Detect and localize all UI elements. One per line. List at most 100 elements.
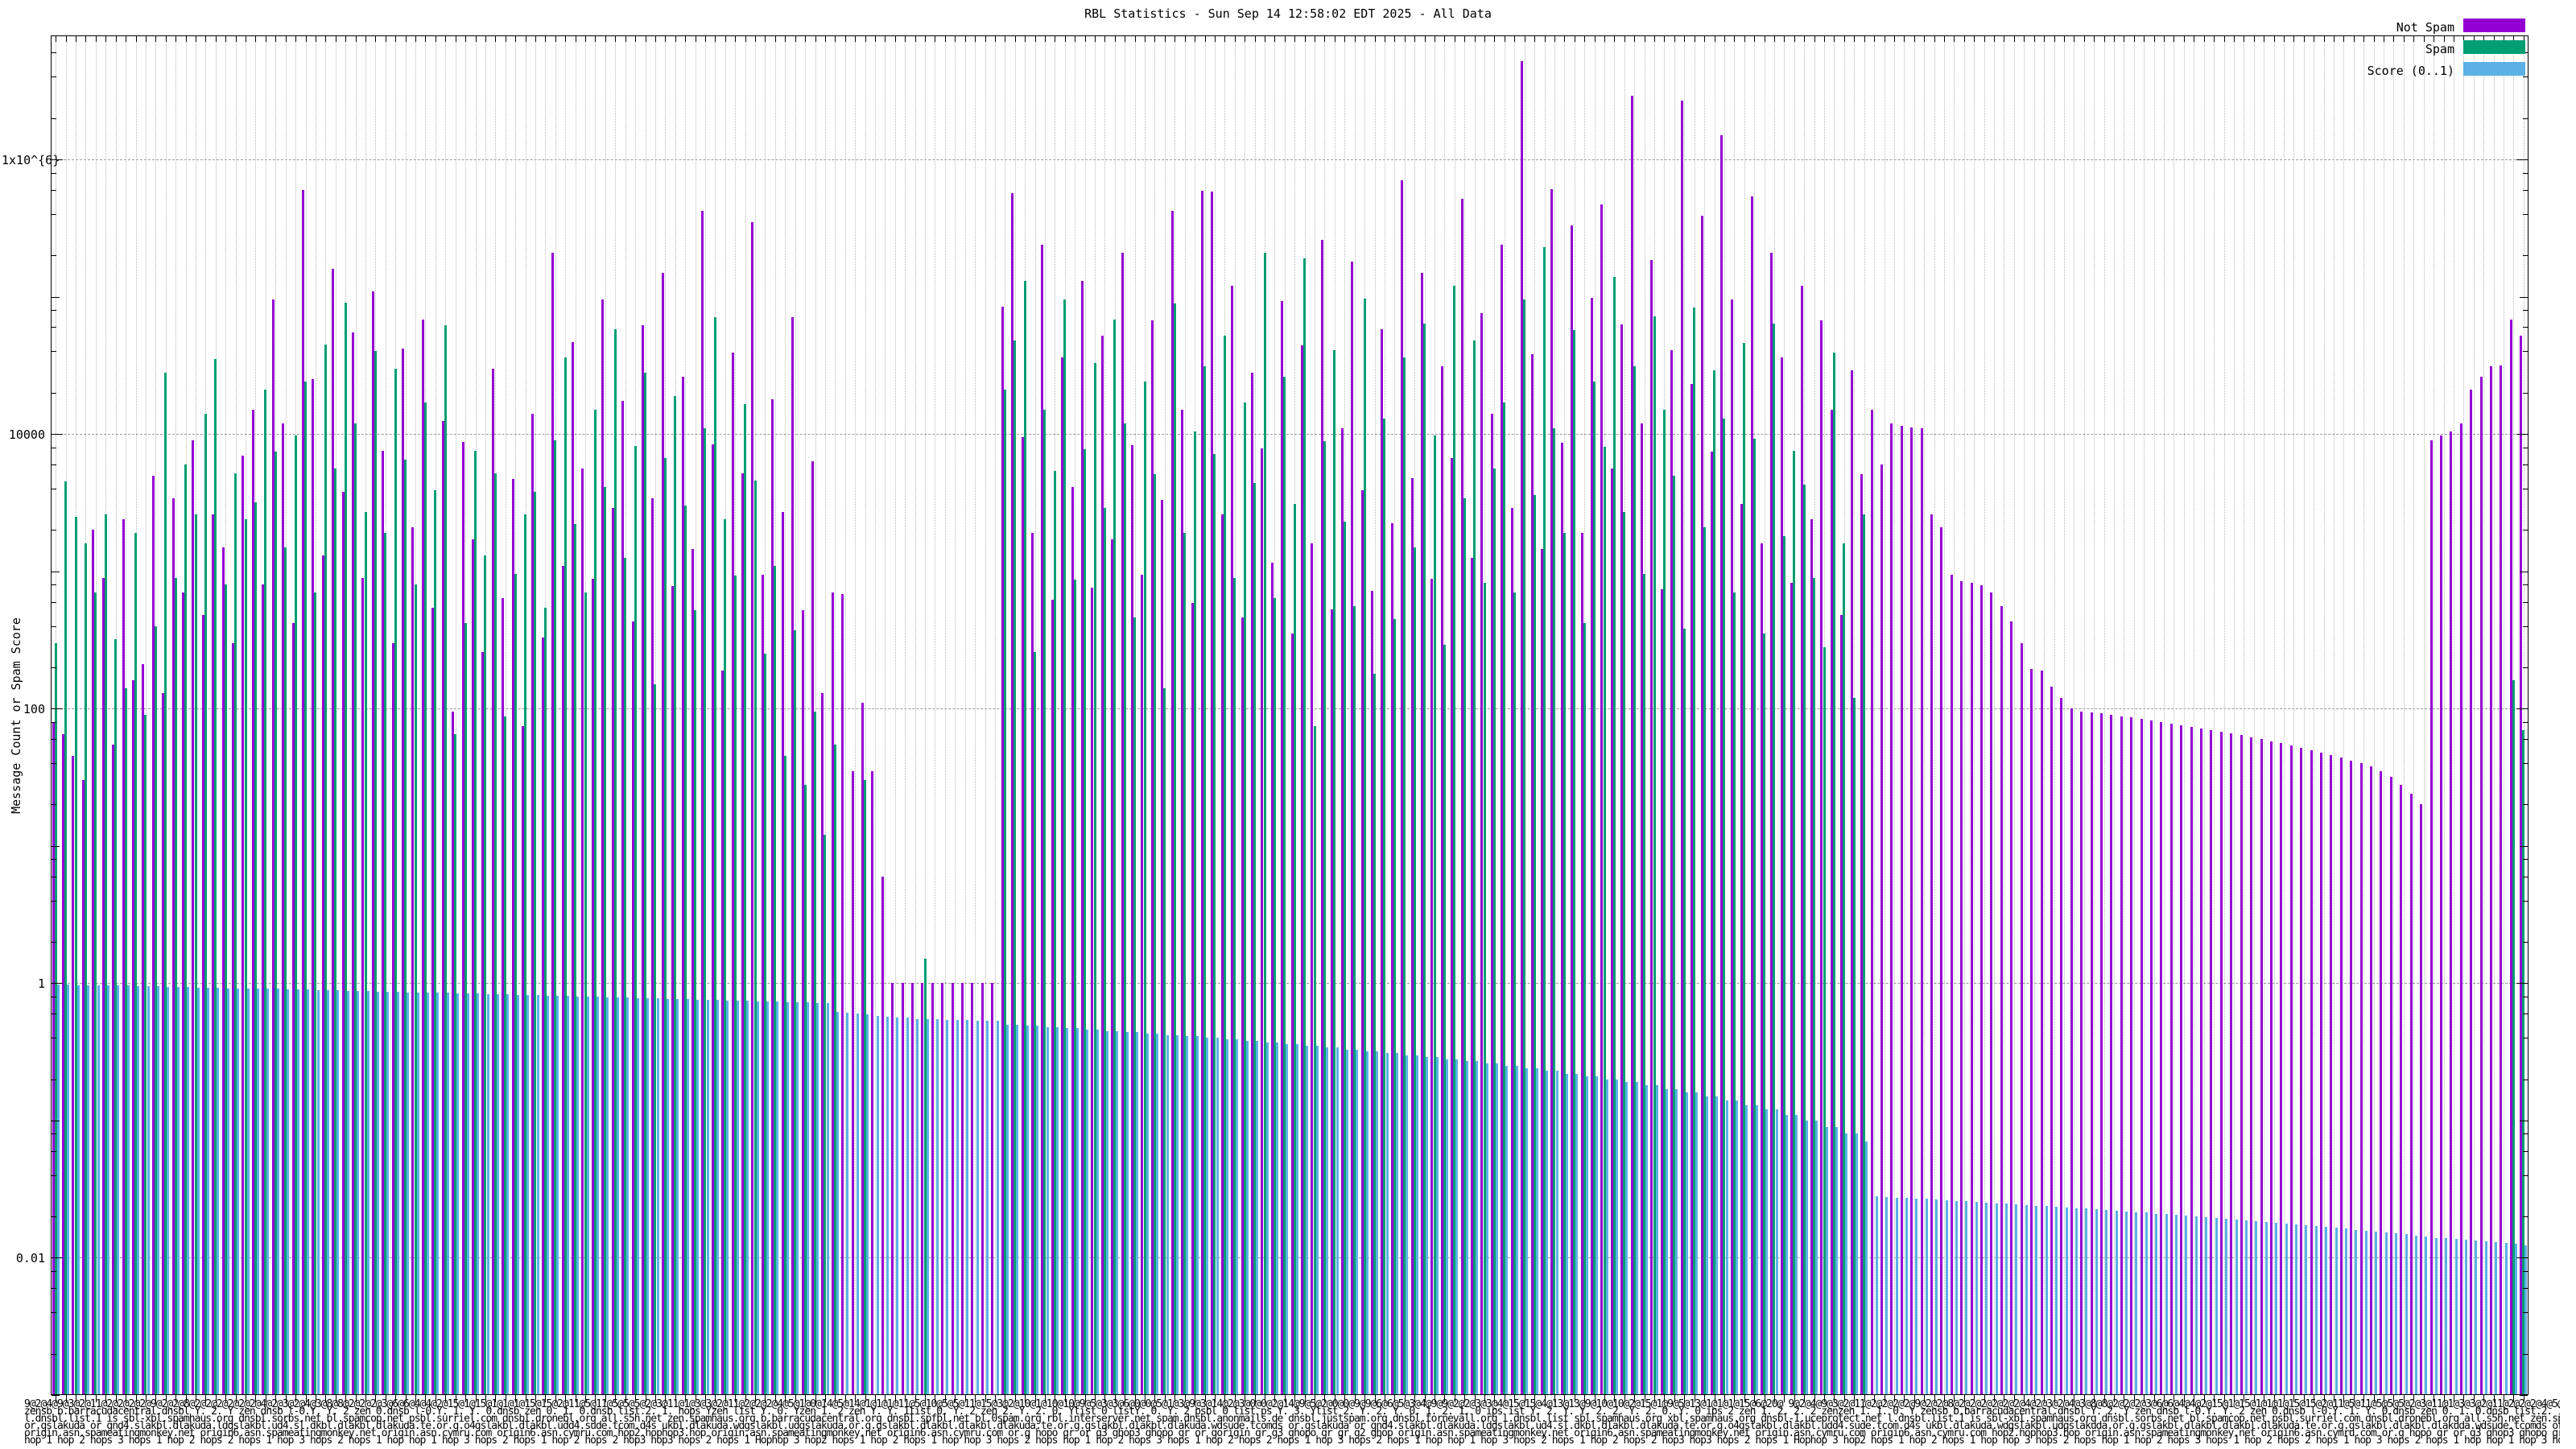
bar-not-spam bbox=[2240, 735, 2243, 1395]
bar-score bbox=[2515, 1244, 2517, 1395]
bar-score bbox=[746, 1000, 749, 1395]
x-tick-top bbox=[914, 35, 916, 42]
bar-spam bbox=[543, 608, 547, 1395]
legend-entry: Score (0..1) bbox=[2319, 61, 2529, 83]
x-tick-bottom bbox=[1394, 1395, 1396, 1402]
bar-score bbox=[2285, 1223, 2288, 1395]
bar-score bbox=[896, 1018, 899, 1395]
x-tick-bottom bbox=[704, 1395, 706, 1402]
bar-not-spam bbox=[961, 983, 964, 1395]
x-tick-bottom bbox=[1164, 1395, 1166, 1402]
bar-not-spam bbox=[761, 575, 764, 1395]
bar-not-spam bbox=[601, 299, 605, 1395]
x-tick-top bbox=[175, 35, 177, 42]
bar-score bbox=[576, 996, 580, 1395]
bar-not-spam bbox=[781, 512, 784, 1395]
y-tick-label: 1 bbox=[37, 976, 45, 992]
x-tick-top bbox=[1104, 35, 1106, 42]
bar-score bbox=[307, 989, 310, 1395]
y-tick-minor-left bbox=[52, 296, 60, 298]
bar-not-spam bbox=[1680, 100, 1683, 1395]
bar-not-spam bbox=[1191, 602, 1194, 1395]
bar-score bbox=[1765, 1109, 1769, 1395]
x-tick-top bbox=[615, 35, 617, 42]
x-tick-top bbox=[685, 35, 687, 42]
bar-not-spam bbox=[2320, 752, 2322, 1395]
x-tick-top bbox=[2293, 35, 2295, 42]
x-tick-bottom bbox=[1234, 1395, 1236, 1402]
x-gridline bbox=[2343, 35, 2345, 1395]
x-tick-bottom bbox=[375, 1395, 377, 1402]
x-tick-bottom bbox=[795, 1395, 796, 1402]
y-tick-minor-right bbox=[2523, 327, 2528, 328]
x-tick-top bbox=[2103, 35, 2105, 42]
bar-spam bbox=[514, 573, 517, 1395]
bar-not-spam bbox=[1440, 366, 1443, 1395]
x-tick-top bbox=[1304, 35, 1306, 42]
bar-spam bbox=[364, 512, 367, 1395]
bar-spam bbox=[1053, 470, 1056, 1395]
x-tick-bottom bbox=[1414, 1395, 1416, 1402]
bar-not-spam bbox=[1580, 533, 1583, 1395]
x-gridline bbox=[894, 35, 896, 1395]
bar-spam bbox=[1303, 258, 1307, 1395]
x-gridline bbox=[805, 35, 807, 1395]
y-tick-minor-left bbox=[52, 392, 56, 394]
x-tick-top bbox=[1924, 35, 1926, 42]
bar-score bbox=[1415, 1055, 1418, 1395]
x-tick-top bbox=[805, 35, 807, 42]
y-tick-minor-left bbox=[52, 213, 56, 215]
bar-score bbox=[1306, 1046, 1309, 1395]
bar-score bbox=[1026, 1026, 1029, 1395]
bar-not-spam bbox=[92, 530, 95, 1395]
bar-spam bbox=[204, 414, 207, 1395]
x-tick-top bbox=[1464, 35, 1466, 42]
bar-spam bbox=[1193, 431, 1196, 1395]
bar-spam bbox=[554, 440, 557, 1395]
bar-not-spam bbox=[2230, 733, 2233, 1395]
bar-score bbox=[1835, 1126, 1838, 1395]
x-gridline bbox=[2483, 35, 2485, 1395]
bar-not-spam bbox=[162, 692, 165, 1395]
bar-not-spam bbox=[541, 637, 544, 1395]
x-tick-top bbox=[1284, 35, 1286, 42]
bar-score bbox=[1965, 1201, 1968, 1395]
x-tick-top bbox=[1824, 35, 1825, 42]
y-tick-label: 100 bbox=[23, 702, 45, 717]
bar-not-spam bbox=[1950, 574, 1953, 1395]
bar-not-spam bbox=[122, 518, 125, 1395]
bar-not-spam bbox=[2060, 697, 2063, 1395]
bar-score bbox=[1795, 1114, 1798, 1395]
bar-not-spam bbox=[2269, 741, 2273, 1395]
bar-not-spam bbox=[1340, 428, 1344, 1395]
bar-not-spam bbox=[2020, 642, 2023, 1395]
x-tick-top bbox=[944, 35, 946, 42]
x-gridline bbox=[2133, 35, 2135, 1395]
x-tick-bottom bbox=[1784, 1395, 1785, 1402]
bar-score bbox=[786, 1001, 789, 1395]
y-tick-major-left bbox=[52, 708, 63, 710]
bar-score bbox=[1855, 1133, 1858, 1395]
bar-spam bbox=[1603, 446, 1606, 1395]
bar-spam bbox=[1413, 547, 1416, 1395]
bar-score bbox=[1156, 1033, 1158, 1395]
x-tick-top bbox=[2513, 35, 2515, 42]
bar-score bbox=[796, 1001, 799, 1395]
x-tick-bottom bbox=[2403, 1395, 2405, 1402]
bar-score bbox=[1106, 1030, 1108, 1395]
bar-score bbox=[486, 994, 489, 1395]
x-tick-top bbox=[985, 35, 986, 42]
bar-spam bbox=[744, 404, 747, 1395]
bar-not-spam bbox=[551, 252, 555, 1395]
x-tick-top bbox=[1874, 35, 1876, 42]
x-tick-top bbox=[65, 35, 67, 42]
x-tick-bottom bbox=[1344, 1395, 1346, 1402]
bar-not-spam bbox=[621, 400, 624, 1395]
x-gridline bbox=[1943, 35, 1945, 1395]
x-tick-bottom bbox=[155, 1395, 157, 1402]
bar-score bbox=[506, 994, 510, 1395]
bar-spam bbox=[274, 452, 277, 1395]
bar-score bbox=[76, 985, 80, 1395]
x-tick-bottom bbox=[944, 1395, 946, 1402]
bar-score bbox=[2524, 1245, 2528, 1395]
